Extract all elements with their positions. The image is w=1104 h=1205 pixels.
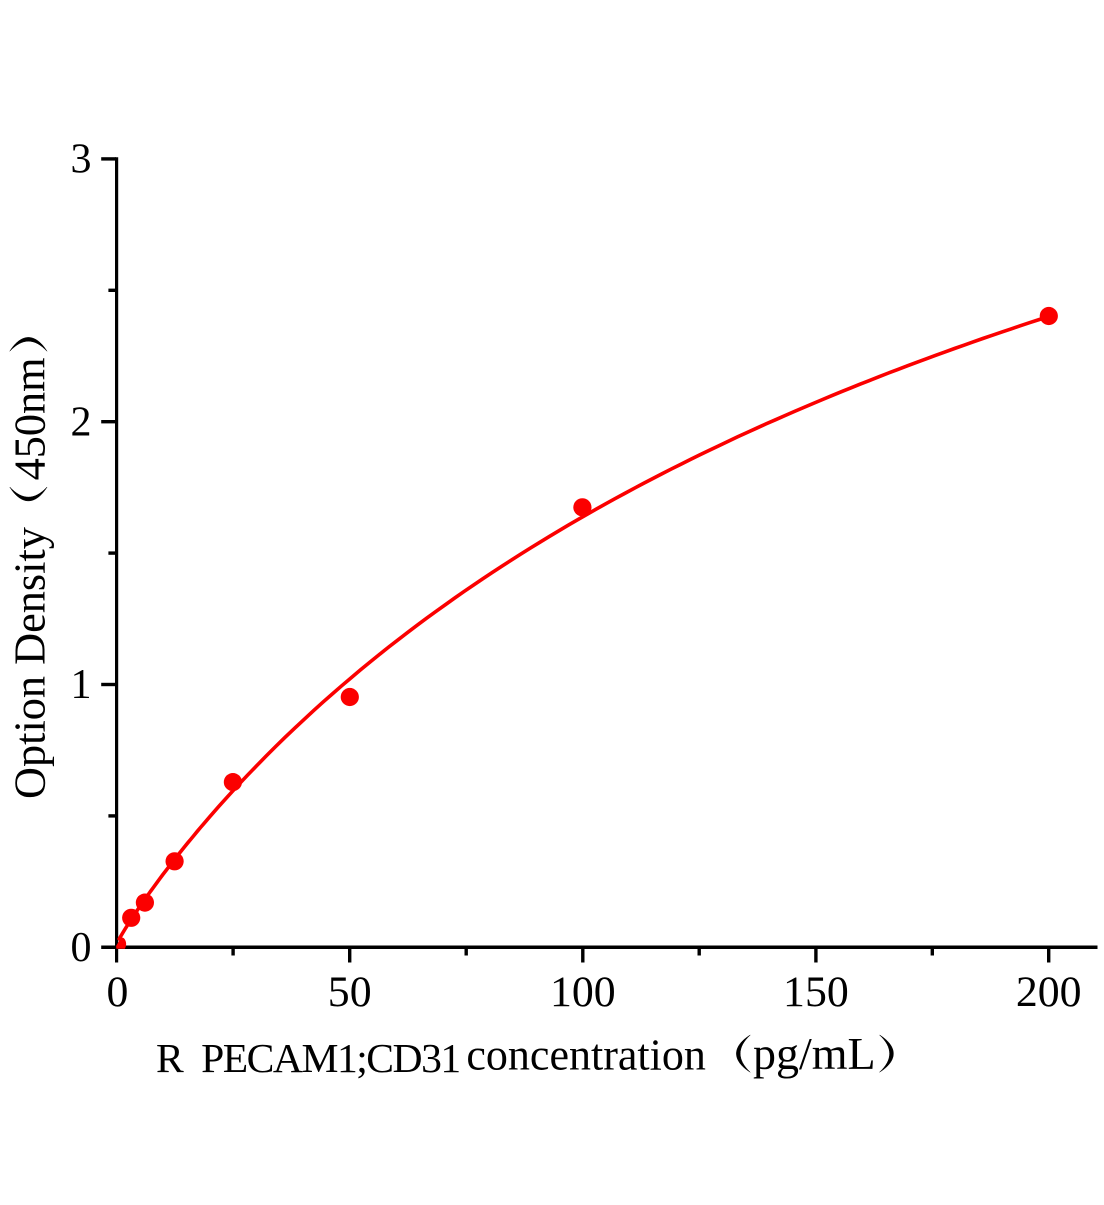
svg-text:50: 50 <box>328 968 372 1016</box>
svg-text:0: 0 <box>107 968 129 1016</box>
svg-text:2: 2 <box>71 399 92 445</box>
svg-text:R PECAM1;CD31: R PECAM1;CD31 <box>156 1035 460 1081</box>
svg-text:concentration: concentration <box>466 1031 705 1080</box>
svg-text:Option Density: Option Density <box>6 527 55 799</box>
svg-text:150: 150 <box>783 968 849 1016</box>
svg-text:100: 100 <box>550 968 616 1016</box>
svg-text:1: 1 <box>71 662 92 708</box>
svg-text:pg/mL: pg/mL <box>753 1028 876 1079</box>
svg-text:3: 3 <box>71 137 92 183</box>
svg-text:200: 200 <box>1016 968 1082 1016</box>
svg-text:450nm: 450nm <box>6 357 55 480</box>
svg-text:0: 0 <box>71 925 92 971</box>
